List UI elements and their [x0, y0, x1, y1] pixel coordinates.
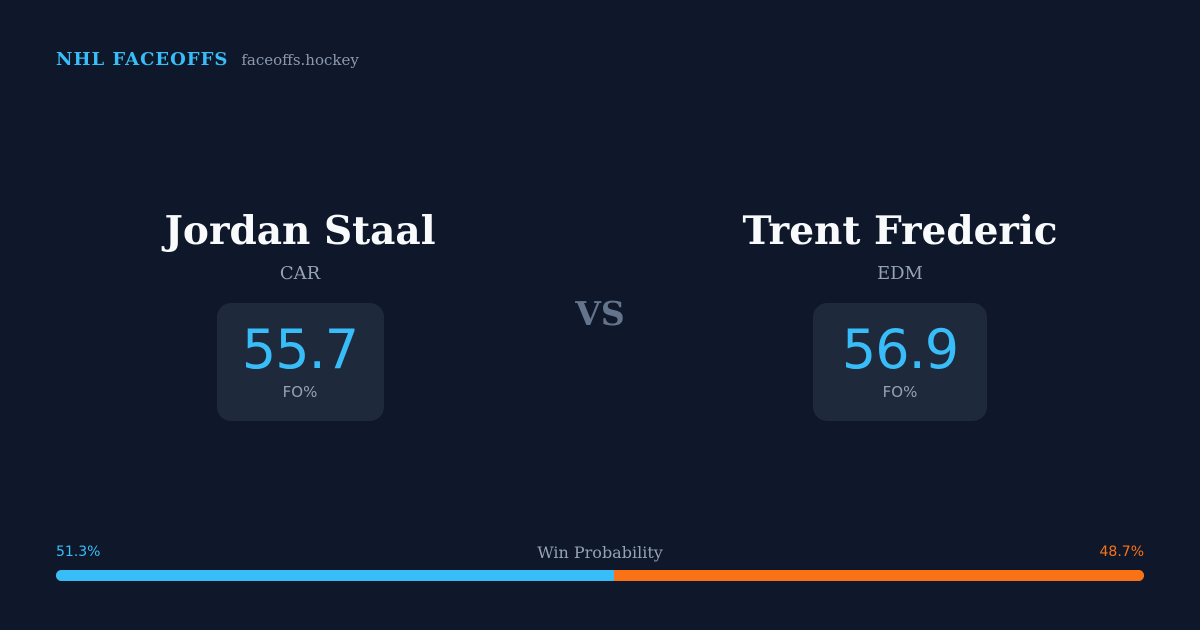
vs-label: VS [575, 294, 625, 333]
win-probability-labels: 51.3% Win Probability 48.7% [56, 543, 1144, 563]
left-win-probability: 51.3% [56, 544, 101, 560]
player-right: Trent Frederic EDM 56.9 FO% [690, 207, 1110, 421]
team-abbrev: CAR [279, 263, 321, 284]
win-probability-title: Win Probability [537, 543, 663, 562]
player-name: Jordan Staal [164, 208, 436, 254]
player-left: Jordan Staal CAR 55.7 FO% [90, 207, 510, 421]
stat-card: 56.9 FO% [813, 303, 987, 421]
right-win-probability: 48.7% [1099, 544, 1144, 560]
brand-title: NHL FACEOFFS [56, 49, 229, 70]
stat-label: FO% [882, 383, 918, 401]
team-abbrev: EDM [876, 263, 923, 284]
brand-header: NHL FACEOFFS faceoffs.hockey [56, 49, 359, 70]
win-probability-left-fill [56, 570, 615, 581]
brand-domain: faceoffs.hockey [241, 51, 359, 69]
player-name: Trent Frederic [742, 208, 1058, 254]
win-probability-bar [56, 570, 1144, 581]
stat-card: 55.7 FO% [216, 303, 384, 421]
faceoff-percentage: 56.9 [841, 318, 959, 381]
stat-label: FO% [282, 383, 318, 401]
win-probability-right-fill [614, 570, 1144, 581]
faceoff-percentage: 55.7 [241, 318, 359, 381]
